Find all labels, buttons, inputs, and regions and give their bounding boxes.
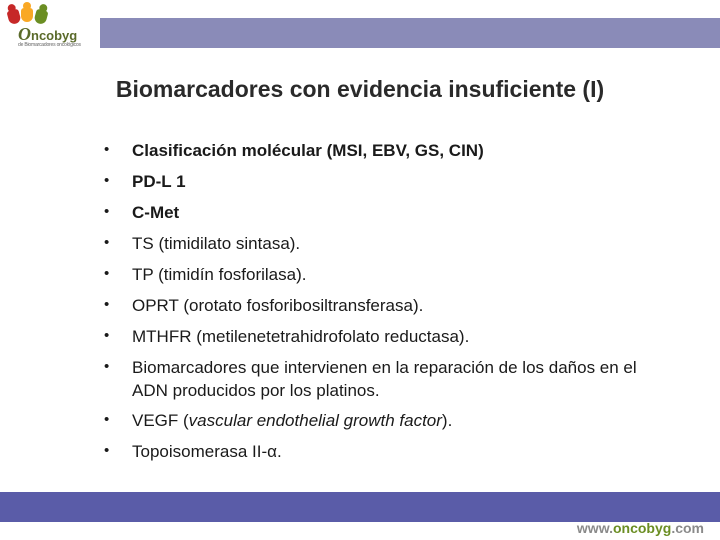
list-item-text: Biomarcadores que intervienen en la repa… <box>132 357 660 403</box>
footer: www.oncobyg.com <box>0 492 720 540</box>
list-item: •Clasificación molécular (MSI, EBV, GS, … <box>100 140 660 163</box>
bullet-icon: • <box>100 202 132 222</box>
list-item-text: C-Met <box>132 202 660 225</box>
list-item: •Topoisomerasa II-α. <box>100 441 660 464</box>
list-item: •Biomarcadores que intervienen en la rep… <box>100 357 660 403</box>
bullet-icon: • <box>100 140 132 160</box>
bullet-icon: • <box>100 295 132 315</box>
list-item-text: TS (timidilato sintasa). <box>132 233 660 256</box>
list-item: •MTHFR (metilenetetrahidrofolato reducta… <box>100 326 660 349</box>
list-item-text: VEGF (vascular endothelial growth factor… <box>132 410 660 433</box>
header: Oncobyg de Biomarcadores oncológicos <box>0 0 720 60</box>
bullet-icon: • <box>100 441 132 461</box>
list-item: •OPRT (orotato fosforibosiltransferasa). <box>100 295 660 318</box>
bullet-icon: • <box>100 264 132 284</box>
list-item: •PD-L 1 <box>100 171 660 194</box>
list-item: •C-Met <box>100 202 660 225</box>
footer-url: www.oncobyg.com <box>577 520 704 536</box>
bullet-icon: • <box>100 171 132 191</box>
list-item-text: PD-L 1 <box>132 171 660 194</box>
header-bar <box>100 18 720 48</box>
list-item: •VEGF (vascular endothelial growth facto… <box>100 410 660 433</box>
list-item: •TS (timidilato sintasa). <box>100 233 660 256</box>
bullet-icon: • <box>100 233 132 253</box>
footer-bar <box>0 492 720 522</box>
bullet-icon: • <box>100 357 132 377</box>
bullet-list: •Clasificación molécular (MSI, EBV, GS, … <box>100 140 660 472</box>
page-title: Biomarcadores con evidencia insuficiente… <box>0 76 720 103</box>
list-item: •TP (timidín fosforilasa). <box>100 264 660 287</box>
list-item-text: Clasificación molécular (MSI, EBV, GS, C… <box>132 140 660 163</box>
list-item-text: TP (timidín fosforilasa). <box>132 264 660 287</box>
logo: Oncobyg de Biomarcadores oncológicos <box>6 2 116 56</box>
list-item-text: MTHFR (metilenetetrahidrofolato reductas… <box>132 326 660 349</box>
list-item-text: Topoisomerasa II-α. <box>132 441 660 464</box>
logo-subtitle: de Biomarcadores oncológicos <box>18 42 81 48</box>
bullet-icon: • <box>100 326 132 346</box>
bullet-icon: • <box>100 410 132 430</box>
list-item-text: OPRT (orotato fosforibosiltransferasa). <box>132 295 660 318</box>
